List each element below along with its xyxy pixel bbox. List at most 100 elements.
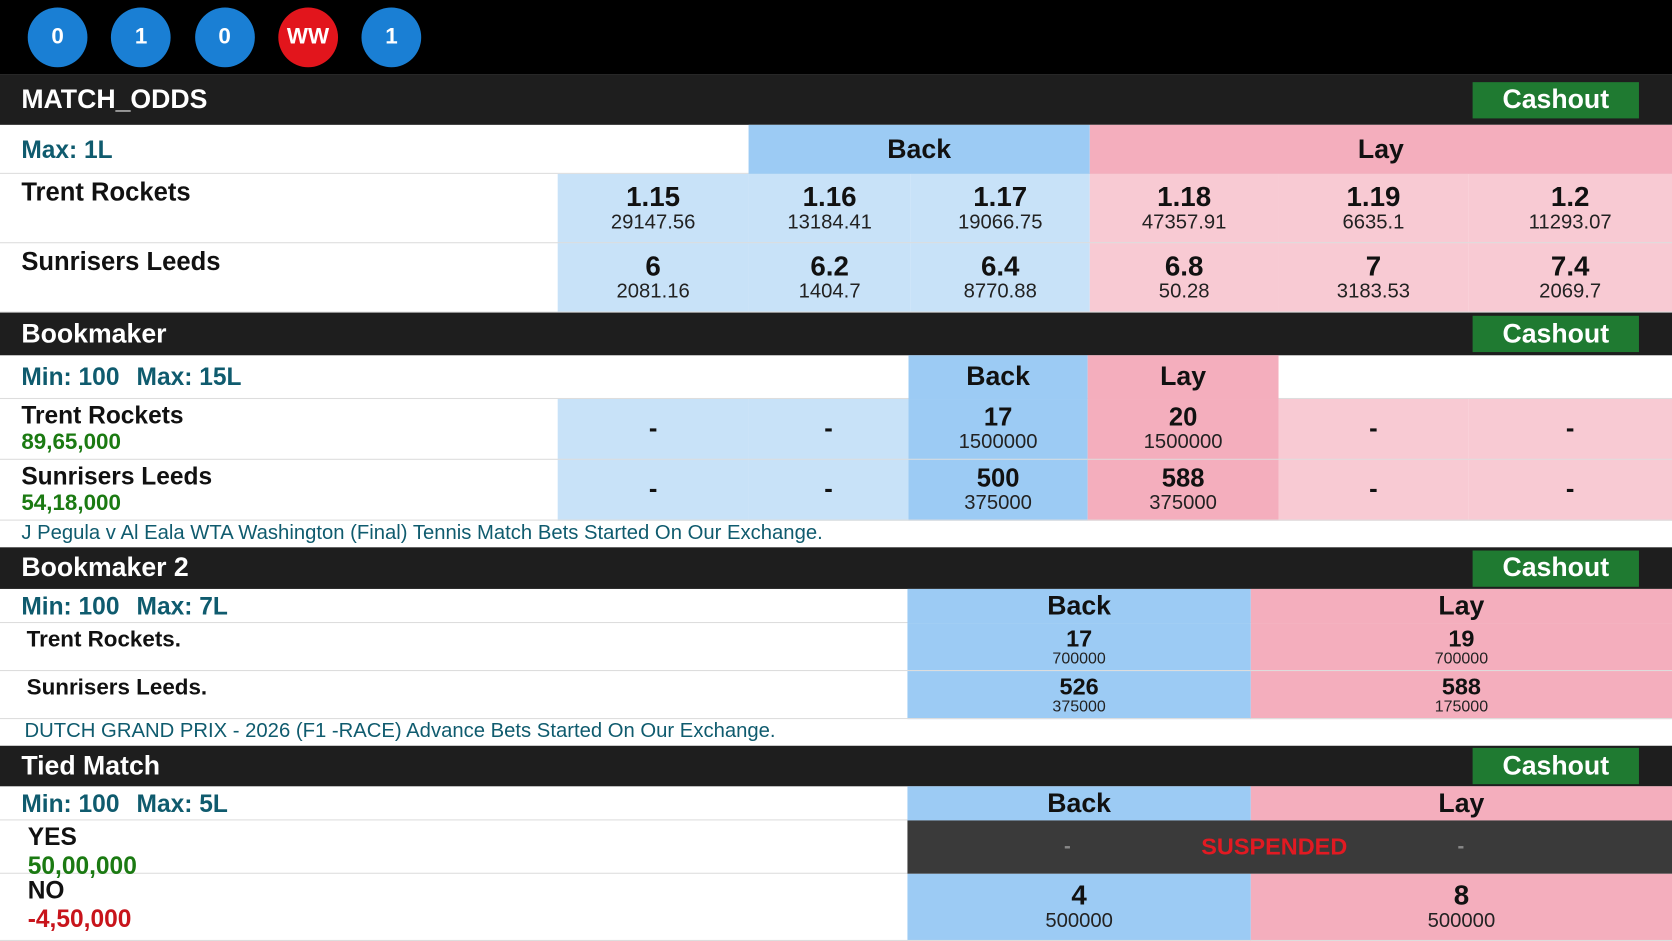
- odds-cell[interactable]: 1.17 19066.75: [910, 173, 1090, 244]
- odds-size: 19066.75: [957, 210, 1043, 234]
- runner-name-text: YES: [27, 822, 77, 851]
- news-ticker: DUTCH GRAND PRIX - 2026 (F1 -RACE) Advan…: [25, 718, 1672, 746]
- odds-cell[interactable]: 8 500000: [1250, 873, 1672, 941]
- odds-price: 526: [1059, 672, 1099, 700]
- odds-cell[interactable]: 1.15 29147.56: [557, 173, 749, 244]
- odds-size: 47357.91: [1141, 210, 1227, 234]
- runner-name-text: Sunrisers Leeds.: [26, 675, 208, 700]
- odds-cell[interactable]: 1.18 47357.91: [1089, 173, 1279, 244]
- runner-name: Sunrisers Leeds.: [27, 675, 560, 707]
- lay-header: Lay: [1250, 786, 1672, 821]
- odds-price: 6.8: [1164, 250, 1204, 283]
- cashout-label: Cashout: [1502, 552, 1610, 583]
- odds-cell[interactable]: 19 700000: [1250, 623, 1672, 672]
- lay-header: Lay: [1087, 355, 1279, 400]
- cashout-button[interactable]: Cashout: [1472, 747, 1639, 785]
- odds-cell[interactable]: -: [1278, 399, 1469, 460]
- odds-cell[interactable]: -: [557, 399, 749, 460]
- odds-price: -: [1565, 414, 1575, 444]
- odds-cell[interactable]: 6.4 8770.88: [910, 243, 1090, 313]
- ball-text: 1: [385, 24, 398, 50]
- odds-size: 500000: [1427, 909, 1496, 933]
- cashout-button[interactable]: Cashout: [1472, 315, 1639, 353]
- odds-price: 7: [1365, 250, 1382, 283]
- ball-text: 0: [51, 24, 64, 50]
- odds-cell[interactable]: 7 3183.53: [1278, 243, 1469, 313]
- ball-text: 0: [218, 24, 231, 50]
- odds-price: 4: [1071, 879, 1087, 912]
- odds-size: 1404.7: [798, 280, 861, 303]
- cashout-label: Cashout: [1502, 318, 1610, 349]
- back-label: Back: [1047, 590, 1111, 621]
- news-ticker: J Pegula v Al Eala WTA Washington (Final…: [21, 520, 1672, 548]
- odds-cell[interactable]: 6 2081.16: [557, 243, 749, 313]
- cashout-label: Cashout: [1502, 84, 1610, 115]
- odds-price: 17: [1066, 624, 1093, 652]
- odds-cell[interactable]: 526 375000: [907, 671, 1251, 720]
- odds-cell[interactable]: 4 500000: [907, 873, 1251, 941]
- back-header: Back: [907, 588, 1251, 624]
- limit-min: Min: 100: [21, 591, 120, 620]
- odds-cell[interactable]: -: [1278, 459, 1469, 521]
- runner-info: YES 50,00,000: [27, 822, 561, 880]
- odds-size: 1500000: [958, 430, 1038, 454]
- suspended-label: SUSPENDED: [1066, 820, 1482, 873]
- odds-cell[interactable]: -: [557, 459, 749, 521]
- odds-cell[interactable]: 20 1500000: [1087, 399, 1279, 460]
- odds-cell[interactable]: 6.8 50.28: [1089, 243, 1279, 313]
- odds-size: 700000: [1052, 649, 1106, 668]
- limits: Min: 100 Max: 5L: [21, 786, 554, 820]
- odds-price: 1.16: [802, 180, 857, 213]
- odds-price: 20: [1168, 403, 1198, 433]
- odds-price: -: [824, 414, 833, 444]
- odds-price: 7.4: [1550, 250, 1590, 283]
- limit-max: Max: 7L: [136, 591, 228, 620]
- limit-min: Min: 100: [21, 362, 120, 391]
- odds-size: 11293.07: [1528, 210, 1612, 234]
- section-header: Bookmaker 2: [0, 547, 1672, 589]
- runner-name-text: Trent Rockets.: [26, 627, 181, 652]
- runner-name-text: NO: [27, 875, 65, 904]
- cashout-button[interactable]: Cashout: [1472, 549, 1639, 587]
- subheader-row: [0, 786, 1672, 821]
- subheader-row: [0, 589, 1672, 624]
- section-title: MATCH_ODDS: [21, 84, 208, 115]
- odds-price: 6.4: [980, 250, 1020, 283]
- odds-cell[interactable]: 500 375000: [908, 459, 1088, 521]
- limits: Max: 1L: [21, 125, 554, 174]
- section-title: Tied Match: [21, 750, 161, 781]
- odds-price: 588: [1161, 464, 1205, 494]
- odds-cell[interactable]: -: [748, 459, 909, 521]
- odds-cell[interactable]: 1.2 11293.07: [1468, 173, 1672, 244]
- runner-position: 54,18,000: [21, 490, 121, 516]
- odds-size: 375000: [1052, 697, 1106, 716]
- runner-info: Trent Rockets 89,65,000: [21, 401, 554, 459]
- odds-cell[interactable]: -: [748, 399, 909, 460]
- odds-cell[interactable]: 7.4 2069.7: [1468, 243, 1672, 313]
- odds-cell[interactable]: 17 1500000: [908, 399, 1088, 460]
- limit-max: Max: 15L: [136, 362, 242, 391]
- odds-size: 375000: [964, 491, 1032, 514]
- odds-cell[interactable]: -: [1468, 459, 1672, 521]
- ball-text: 1: [134, 24, 148, 50]
- odds-cell[interactable]: 1.19 6635.1: [1278, 173, 1469, 244]
- odds-cell[interactable]: 6.2 1404.7: [748, 243, 911, 313]
- suspended-overlay: [907, 820, 1672, 874]
- ball-indicator: WW: [278, 7, 338, 68]
- odds-price: 1.2: [1550, 180, 1590, 213]
- odds-cell[interactable]: 17 700000: [907, 623, 1251, 672]
- limit-max: Max: 5L: [136, 788, 228, 817]
- odds-cell[interactable]: 588 175000: [1250, 671, 1672, 720]
- cashout-button[interactable]: Cashout: [1472, 81, 1639, 118]
- odds-price: 500: [976, 464, 1020, 494]
- back-cell: -: [907, 820, 1227, 873]
- odds-cell[interactable]: 1.16 13184.41: [748, 173, 911, 244]
- odds-price: -: [648, 414, 658, 444]
- lay-label: Lay: [1438, 787, 1485, 818]
- odds-size: 175000: [1434, 697, 1489, 716]
- runner-row: [0, 623, 1672, 672]
- odds-cell[interactable]: -: [1468, 399, 1672, 460]
- subheader-row: [0, 355, 1672, 400]
- odds-cell[interactable]: 588 375000: [1087, 459, 1279, 521]
